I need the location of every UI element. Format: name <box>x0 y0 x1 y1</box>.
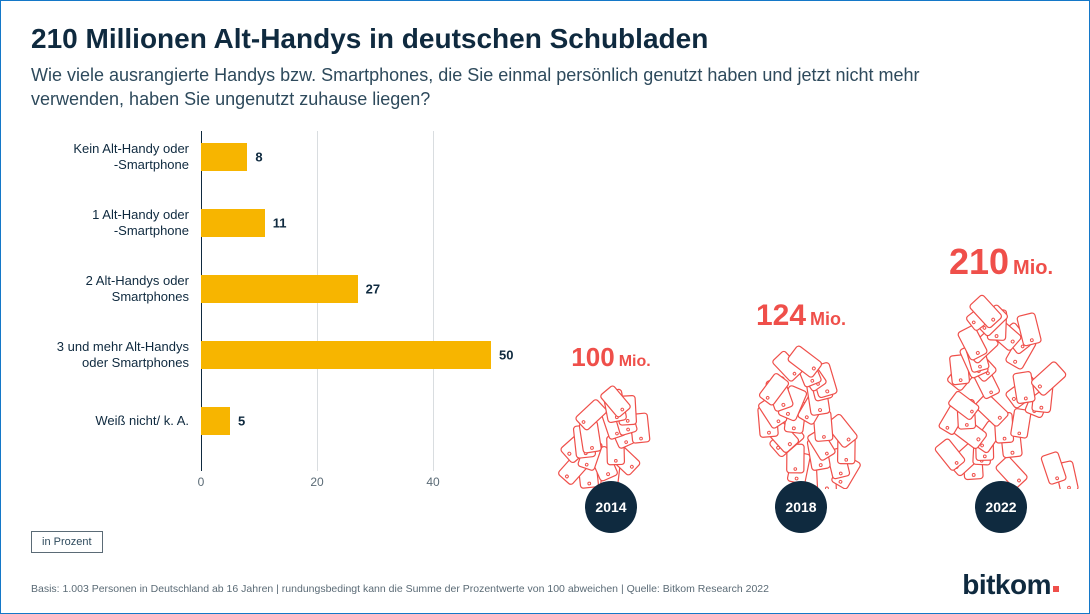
bar-value: 50 <box>499 348 513 363</box>
bar-row: Weiß nicht/ k. A.5 <box>201 407 230 435</box>
x-tick: 20 <box>310 475 323 489</box>
phone-piles: 100 Mio. <box>521 131 1059 543</box>
bar: 11 <box>201 209 265 237</box>
bar-row: 2 Alt-Handys oderSmartphones27 <box>201 275 358 303</box>
bar-value: 8 <box>255 150 262 165</box>
bar-label: 3 und mehr Alt-Handysoder Smartphones <box>31 339 189 372</box>
bar-row: 3 und mehr Alt-Handysoder Smartphones50 <box>201 341 491 369</box>
year-badge: 2014 <box>585 481 637 533</box>
pile-value-label: 210Mio. <box>949 241 1053 283</box>
bar-chart-plot: Kein Alt-Handy oder-Smartphone8 1 Alt-Han… <box>201 131 491 471</box>
phone-pile-icon <box>551 379 671 489</box>
phone-pile-icon <box>916 289 1086 489</box>
bar-row: 1 Alt-Handy oder-Smartphone11 <box>201 209 265 237</box>
bar: 27 <box>201 275 358 303</box>
infographic-frame: 210 Millionen Alt-Handys in deutschen Sc… <box>0 0 1090 614</box>
x-tick: 40 <box>426 475 439 489</box>
phone-pile-icon <box>731 339 871 489</box>
x-tick: 0 <box>198 475 205 489</box>
bar-value: 27 <box>366 282 380 297</box>
bar: 5 <box>201 407 230 435</box>
bar: 50 <box>201 341 491 369</box>
brand-text: bitkom <box>962 569 1051 600</box>
bar-row: Kein Alt-Handy oder-Smartphone8 <box>201 143 247 171</box>
page-subtitle: Wie viele ausrangierte Handys bzw. Smart… <box>31 63 981 112</box>
bar-label: Weiß nicht/ k. A. <box>31 413 189 429</box>
pile-value-label: 100 Mio. <box>571 342 650 373</box>
pile-value-unit: Mio. <box>810 309 846 330</box>
pile-value-number: 100 <box>571 342 614 373</box>
footnote: Basis: 1.003 Personen in Deutschland ab … <box>31 583 769 595</box>
bar: 8 <box>201 143 247 171</box>
brand-dot-icon <box>1053 586 1059 592</box>
phone-pile: 210Mio. <box>916 241 1086 489</box>
year-badge: 2018 <box>775 481 827 533</box>
pile-value-unit: Mio. <box>1013 257 1053 280</box>
page-title: 210 Millionen Alt-Handys in deutschen Sc… <box>31 23 1059 55</box>
phone-pile: 100 Mio. <box>551 342 671 489</box>
year-badge: 2022 <box>975 481 1027 533</box>
bar-chart: Kein Alt-Handy oder-Smartphone81 Alt-Han… <box>31 131 501 543</box>
bar-label: Kein Alt-Handy oder-Smartphone <box>31 141 189 174</box>
brand-logo: bitkom <box>962 569 1059 601</box>
pile-value-number: 124 <box>756 299 806 333</box>
bar-value: 11 <box>273 216 287 231</box>
pile-value-label: 124Mio. <box>756 299 846 333</box>
pile-value-number: 210 <box>949 241 1009 283</box>
gridline <box>433 131 434 471</box>
content-row: Kein Alt-Handy oder-Smartphone81 Alt-Han… <box>31 131 1059 543</box>
pile-value-unit: Mio. <box>619 353 651 371</box>
bar-label: 2 Alt-Handys oderSmartphones <box>31 273 189 306</box>
bar-label: 1 Alt-Handy oder-Smartphone <box>31 207 189 240</box>
bar-value: 5 <box>238 414 245 429</box>
legend-box: in Prozent <box>31 531 103 553</box>
phone-pile: 124Mio. <box>731 299 871 489</box>
